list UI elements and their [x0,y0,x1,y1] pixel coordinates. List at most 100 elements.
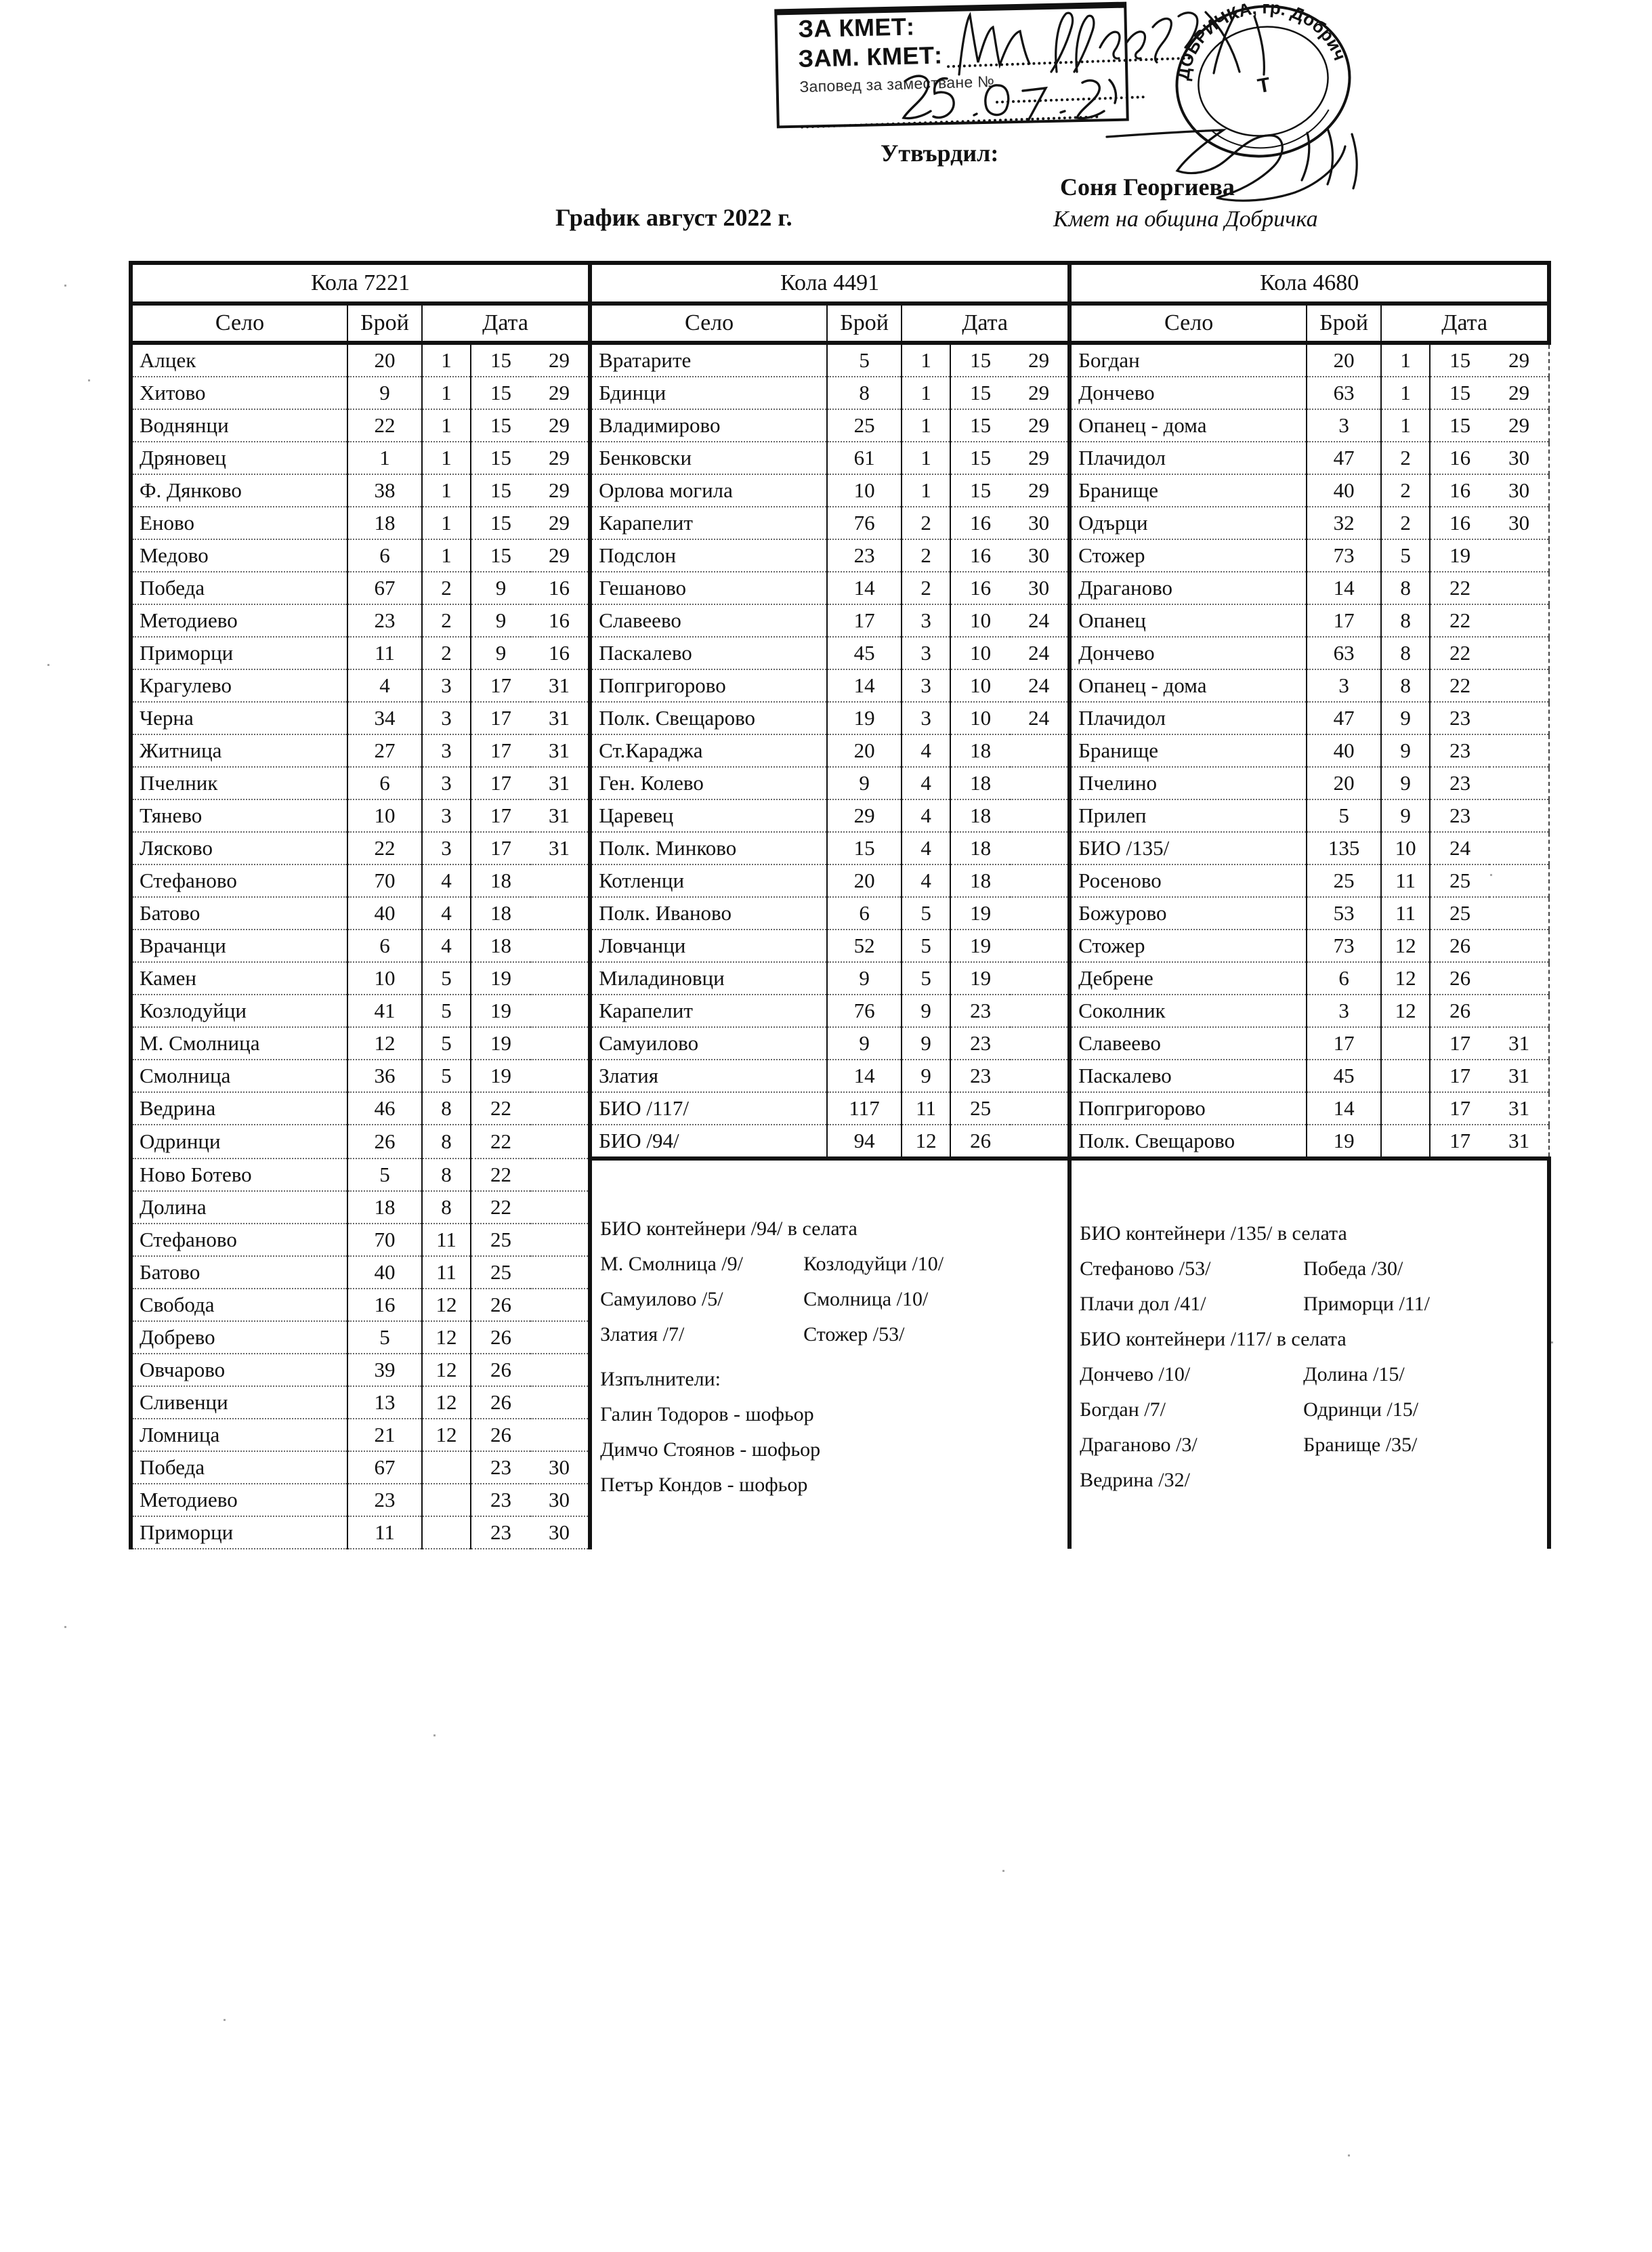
village-count: 40 [347,1256,422,1289]
date-slot-3: 29 [1489,377,1550,410]
header-date-1: Дата [901,304,1070,345]
date-slot-1: 2 [421,604,471,638]
column-header-row: Село Брой Дата Село Брой Дата Село Брой Дата [129,304,1552,345]
date-slot-1: 9 [1380,734,1431,768]
date-slot-3 [530,1354,591,1387]
header-count-1: Брой [826,304,902,345]
village-count: 3 [1306,409,1382,442]
village-name: Полк. Свещарово [588,702,828,735]
date-slot-3 [530,864,591,898]
date-slot-2: 16 [1429,442,1490,475]
village-name: Камен [129,962,347,995]
village-count: 61 [826,442,902,475]
date-slot-2: 15 [470,474,530,507]
village-name: Плачидол [1067,442,1307,475]
date-slot-2: 23 [1429,799,1490,833]
bio117-note-left: Ведрина /32/ [1080,1468,1190,1491]
date-slot-2: 26 [470,1419,530,1452]
village-count: 12 [347,1027,422,1060]
date-slot-3 [530,995,591,1028]
date-slot-2: 22 [470,1191,530,1224]
date-slot-2: 26 [470,1321,530,1354]
village-count: 8 [826,377,902,410]
date-slot-2: 17 [470,669,530,703]
header-village-1: Село [588,304,828,345]
date-slot-1: 9 [901,1027,951,1060]
executors-heading: Изпълнители: [600,1367,721,1390]
table-row: Врачанци 6 4 18 Ловчанци 52 5 19 Стожер 73 12 26 [129,930,1550,963]
date-slot-1: 8 [1380,572,1431,605]
date-slot-3: 16 [530,604,591,638]
date-slot-2: 23 [470,1484,530,1517]
village-name: Подслон [588,539,828,572]
bio-note-heading: БИО контейнери /94/ в селата [600,1217,857,1240]
village-count: 6 [347,930,422,963]
village-name: Бранище [1067,474,1307,507]
table-row: Сливенци 13 12 26 [129,1386,1549,1419]
header-count-2: Брой [1306,304,1382,345]
bio117-note-row: Богдан /7/Одринци /15/ [1080,1392,1547,1427]
date-slot-2: 18 [950,832,1011,865]
date-slot-3: 29 [530,343,591,377]
date-slot-3 [1489,637,1550,670]
village-name: Котленци [588,864,828,898]
village-name: БИО /94/ [588,1125,828,1159]
village-name: Драганово [1067,572,1307,605]
date-slot-3 [1010,1125,1071,1159]
village-name: Паскалево [588,637,828,670]
date-slot-3: 30 [1489,474,1550,507]
date-slot-3 [1010,832,1071,865]
date-slot-2: 23 [950,1027,1011,1060]
bio117-note-row: Драганово /3/Бранище /35/ [1080,1427,1547,1463]
village-name: Пчелник [129,767,347,800]
date-slot-3 [1010,864,1071,898]
date-slot-3 [530,1386,591,1419]
date-slot-3 [530,1092,591,1125]
date-slot-1: 1 [901,442,951,475]
bio117-note-row: Ведрина /32/ [1080,1463,1547,1498]
village-count: 70 [347,864,422,898]
date-slot-1: 2 [1380,474,1431,507]
village-count: 40 [1306,734,1382,768]
village-count: 17 [1306,1027,1382,1060]
village-count: 135 [1306,832,1382,865]
village-count: 3 [1306,669,1382,703]
date-slot-1: 1 [421,442,471,475]
date-slot-1: 8 [421,1125,471,1159]
table-row: Ново Ботево 5 8 22 БИО контейнери /94/ в сел… [129,1156,1552,1549]
village-name: Попгригорово [1067,1092,1307,1125]
header-date-0: Дата [421,304,591,345]
date-slot-2: 15 [1429,377,1490,410]
date-slot-3 [1010,897,1071,930]
date-slot-1: 12 [1380,930,1431,963]
date-slot-3: 29 [1010,377,1071,410]
date-slot-1: 1 [421,474,471,507]
table-row: Ф. Дянково 38 1 15 29 Орлова могила 10 1 15 29 Бра… [129,474,1550,507]
schedule-table-body: Кола 7221 Кола 4491 Кола 4680 Село Брой Дата С… [128,261,1552,1549]
village-name: Свобода [129,1289,347,1322]
date-slot-1: 1 [421,507,471,540]
village-name: Паскалево [1067,1060,1307,1093]
village-name: Опанец - дома [1067,669,1307,703]
date-slot-3 [1010,799,1071,833]
date-slot-1: 1 [901,377,951,410]
date-slot-1 [421,1451,471,1484]
village-count: 63 [1306,637,1382,670]
date-slot-3: 24 [1010,702,1071,735]
village-name: Попгригорово [588,669,828,703]
date-slot-1: 1 [901,474,951,507]
village-count: 47 [1306,702,1382,735]
village-name: Стефаново [129,1224,347,1257]
village-name: Бранище [1067,734,1307,768]
group-title-car4680: Кола 4680 [1067,261,1552,306]
village-name: Батово [129,1256,347,1289]
village-count: 17 [1306,604,1382,638]
date-slot-2: 18 [470,864,530,898]
date-slot-1: 12 [421,1386,471,1419]
date-slot-1: 9 [1380,799,1431,833]
village-name: Приморци [129,1516,347,1549]
date-slot-2: 15 [470,539,530,572]
village-name: Славеево [588,604,828,638]
date-slot-2: 23 [1429,767,1490,800]
